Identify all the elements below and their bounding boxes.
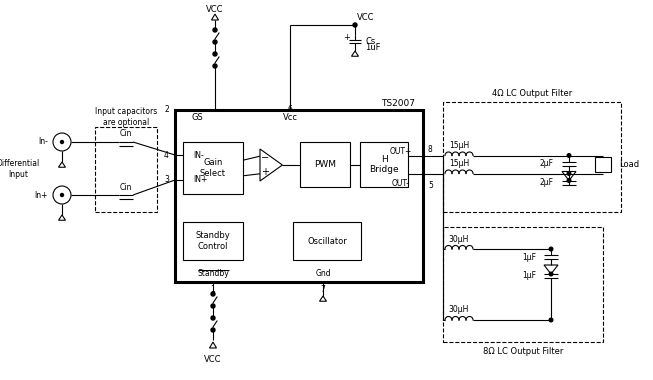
Text: Oscillator: Oscillator [307,236,347,245]
Text: IN-: IN- [193,150,204,160]
Text: Input capacitors
are optional: Input capacitors are optional [95,107,157,127]
Text: 2μF: 2μF [540,159,554,168]
Text: 30μH: 30μH [449,306,470,315]
Bar [293,222,361,260]
Circle shape [211,292,215,296]
Text: 15μH: 15μH [449,141,469,150]
Circle shape [567,154,571,157]
Circle shape [567,172,571,175]
Text: 1: 1 [211,285,215,293]
Bar [300,142,350,187]
Text: 7: 7 [321,285,325,293]
Text: 8: 8 [428,146,433,155]
Text: Cs: Cs [365,36,375,46]
Circle shape [213,40,217,44]
Circle shape [213,64,217,68]
Text: +: + [343,33,351,43]
Text: VCC: VCC [357,13,375,22]
Circle shape [353,23,357,27]
Circle shape [61,193,63,196]
Text: 30μH: 30μH [449,234,470,244]
Bar [95,127,157,212]
Circle shape [549,318,553,322]
Text: 1μF: 1μF [522,252,536,261]
Text: Gain
Select: Gain Select [200,158,226,178]
Text: Load: Load [619,160,639,169]
Text: OUT-: OUT- [392,179,410,187]
Bar [443,102,621,212]
Bar [183,142,243,194]
Circle shape [549,247,553,251]
Text: PWM: PWM [314,160,336,169]
Bar [360,142,408,187]
Circle shape [213,52,217,56]
Circle shape [211,328,215,332]
Text: Standby: Standby [197,269,229,279]
Text: Cin: Cin [119,182,132,192]
Text: 4: 4 [164,150,169,160]
Bar [595,157,611,172]
Circle shape [549,272,553,276]
Text: TS2007: TS2007 [381,98,415,108]
Text: 2: 2 [165,105,169,114]
Text: 3: 3 [164,176,169,185]
Text: IN+: IN+ [193,176,208,185]
Text: Standby
Control: Standby Control [196,231,231,251]
Text: GS: GS [191,114,203,122]
Text: 6: 6 [287,105,293,114]
Text: 1uF: 1uF [365,43,381,52]
Text: 2μF: 2μF [540,178,554,187]
Text: H
Bridge: H Bridge [369,155,399,174]
Text: VCC: VCC [206,5,224,14]
Text: 8Ω LC Output Filter: 8Ω LC Output Filter [483,347,563,356]
Bar [443,227,603,342]
Text: 5: 5 [428,180,433,190]
Circle shape [213,28,217,32]
Text: Gnd: Gnd [315,269,331,279]
Text: In+: In+ [35,190,48,200]
Text: 15μH: 15μH [449,159,469,168]
Bar [183,222,243,260]
Text: Differential
Input: Differential Input [0,159,40,179]
Text: VCC: VCC [204,356,222,364]
Text: 4Ω LC Output Filter: 4Ω LC Output Filter [492,90,572,98]
Text: +: + [261,167,269,177]
Circle shape [61,141,63,144]
Text: Cin: Cin [119,130,132,138]
Text: Vcc: Vcc [283,114,298,122]
Text: 1μF: 1μF [522,271,536,280]
Text: −: − [261,153,269,163]
Bar [175,110,423,282]
Circle shape [211,316,215,320]
Text: In-: In- [38,138,48,147]
Circle shape [567,179,571,182]
Circle shape [211,304,215,308]
Text: OUT+: OUT+ [390,147,412,157]
